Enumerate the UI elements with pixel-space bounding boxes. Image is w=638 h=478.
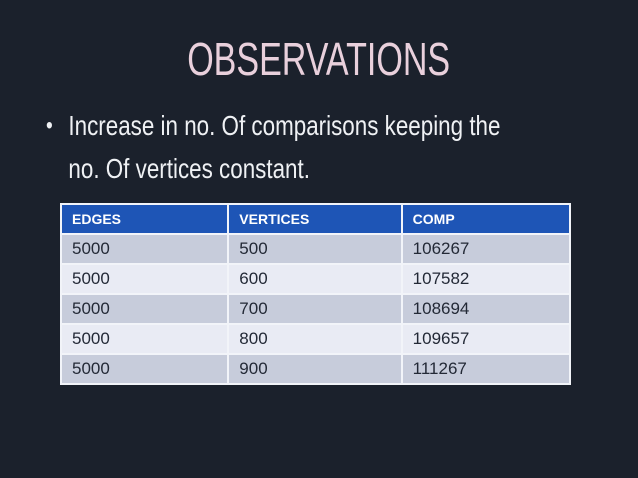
- table-row: 5000 900 111267: [59, 353, 572, 385]
- bullet-line-2: no. Of vertices constant.: [68, 153, 310, 184]
- table-row: 5000 600 107582: [59, 263, 572, 295]
- slide-title: OBSERVATIONS: [187, 33, 451, 85]
- table-row: 5000 500 106267: [59, 233, 572, 265]
- table-cell: 109657: [400, 323, 572, 355]
- table-header-row: EDGES VERTICES COMP: [59, 203, 572, 235]
- table-cell: 900: [227, 353, 403, 385]
- table-cell: 106267: [400, 233, 572, 265]
- table-cell: 700: [227, 293, 403, 325]
- bullet-text: Increase in no. Of comparisons keeping t…: [68, 104, 606, 190]
- table-cell: 600: [227, 263, 403, 295]
- table-cell: 5000: [59, 353, 230, 385]
- table-cell: 5000: [59, 293, 230, 325]
- table-cell: 500: [227, 233, 403, 265]
- table-header-edges: EDGES: [59, 203, 230, 235]
- table-header-comp: COMP: [400, 203, 572, 235]
- table-cell: 111267: [400, 353, 572, 385]
- table-cell: 5000: [59, 263, 230, 295]
- table-row: 5000 700 108694: [59, 293, 572, 325]
- bullet-line-1: Increase in no. Of comparisons keeping t…: [68, 110, 501, 141]
- table-header-vertices: VERTICES: [227, 203, 403, 235]
- table-cell: 107582: [400, 263, 572, 295]
- bullet-item: • Increase in no. Of comparisons keeping…: [46, 104, 606, 190]
- table-cell: 5000: [59, 323, 230, 355]
- table-cell: 800: [227, 323, 403, 355]
- table-cell: 108694: [400, 293, 572, 325]
- title-container: OBSERVATIONS: [0, 34, 638, 96]
- observations-table: EDGES VERTICES COMP 5000 500 106267 5000…: [59, 203, 572, 385]
- bullet-marker: •: [46, 112, 53, 139]
- table-row: 5000 800 109657: [59, 323, 572, 355]
- table-cell: 5000: [59, 233, 230, 265]
